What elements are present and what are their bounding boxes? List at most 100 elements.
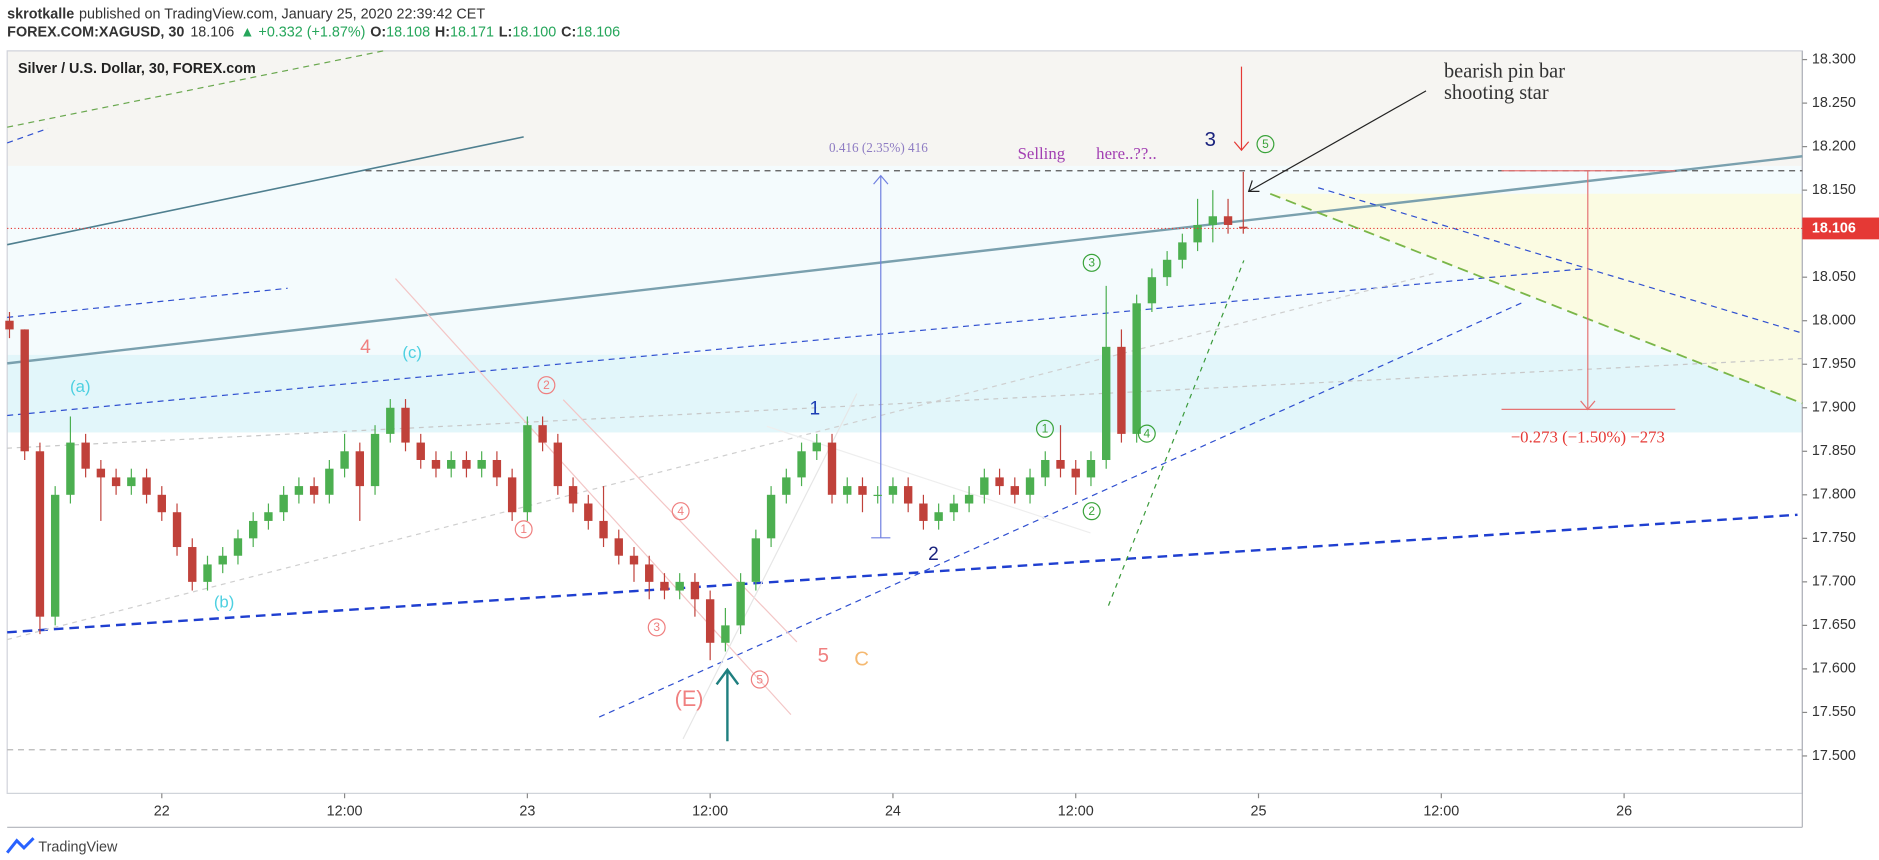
y-tick-label: 17.650 bbox=[1812, 617, 1856, 633]
candle-body bbox=[447, 459, 456, 469]
annotation: here..??.. bbox=[1096, 144, 1157, 163]
candle-body bbox=[1223, 216, 1233, 225]
wave-circle bbox=[647, 618, 666, 637]
last: 18.106 bbox=[190, 24, 234, 40]
annotation: 4 bbox=[677, 504, 684, 518]
annotation: (c) bbox=[402, 343, 422, 362]
candle-body bbox=[507, 477, 517, 513]
ohlc-value: 18.106 bbox=[576, 24, 620, 40]
header-line: skrotkalle published on TradingView.com, … bbox=[7, 6, 485, 22]
symbol: FOREX.COM:XAGUSD, 30 bbox=[7, 24, 184, 40]
arrow-head bbox=[715, 667, 740, 686]
candle-body bbox=[325, 468, 334, 495]
annotation: shooting star bbox=[1444, 82, 1549, 104]
wave-circle bbox=[1082, 502, 1101, 521]
y-tick-label: 17.600 bbox=[1812, 661, 1856, 677]
ohlc-label: L: bbox=[499, 24, 513, 40]
annotation: (E) bbox=[675, 686, 704, 711]
drawings bbox=[6, 50, 1803, 751]
candle-body bbox=[1162, 259, 1172, 278]
candle-body bbox=[949, 503, 959, 513]
candle-body bbox=[843, 486, 852, 495]
wave-circle bbox=[1035, 419, 1054, 438]
x-tick-label: 23 bbox=[519, 803, 535, 819]
candle-body bbox=[568, 486, 578, 504]
candle-body bbox=[127, 477, 136, 487]
ohlc-label: O: bbox=[370, 24, 386, 40]
candle-body bbox=[1056, 459, 1065, 469]
x-tick-label: 12:00 bbox=[1058, 803, 1094, 819]
annotation: 1 bbox=[1042, 422, 1049, 436]
candle-body bbox=[249, 520, 258, 539]
chart-title: Silver / U.S. Dollar, 30, FOREX.com bbox=[18, 61, 256, 77]
candle-body bbox=[340, 451, 349, 469]
annotation: 5 bbox=[756, 672, 763, 686]
annotation: 2 bbox=[543, 378, 550, 392]
candle-body bbox=[964, 494, 974, 504]
annotation: 5 bbox=[1262, 137, 1269, 151]
candle-body bbox=[903, 486, 913, 504]
candle-body bbox=[1193, 224, 1202, 243]
candle-body bbox=[980, 477, 989, 495]
arrow bbox=[1248, 90, 1427, 192]
trendline bbox=[1107, 260, 1245, 606]
trendline bbox=[562, 399, 798, 643]
annotation: 3 bbox=[1088, 256, 1095, 270]
candle-body bbox=[827, 442, 837, 495]
candle-body bbox=[614, 538, 623, 556]
y-tick-label: 18.050 bbox=[1812, 269, 1856, 285]
wave-circle bbox=[1082, 253, 1101, 272]
annotation: 1 bbox=[520, 522, 527, 536]
arrow-head bbox=[873, 174, 889, 185]
candle-body bbox=[401, 407, 410, 443]
y-tick-label: 18.000 bbox=[1812, 312, 1856, 328]
candle-body bbox=[705, 599, 715, 643]
candle-body bbox=[5, 320, 14, 330]
candle-body bbox=[858, 486, 867, 495]
y-tick-label: 18.250 bbox=[1812, 95, 1856, 111]
candle-body bbox=[599, 520, 608, 539]
candle-body bbox=[690, 581, 700, 600]
zone bbox=[7, 354, 1803, 433]
last-price-label: 18.106 bbox=[1812, 220, 1856, 236]
trendline bbox=[7, 287, 288, 318]
symbol-line: FOREX.COM:XAGUSD, 30 18.106 ▲ +0.332 (+1.8… bbox=[7, 24, 620, 40]
wave-circle bbox=[537, 376, 556, 395]
annotation: −0.273 (−1.50%) −273 bbox=[1511, 427, 1665, 446]
candle-body bbox=[873, 494, 882, 497]
candle-body bbox=[66, 442, 75, 495]
ohlc-label: H: bbox=[435, 24, 450, 40]
trendline bbox=[7, 271, 1439, 641]
y-tick-label: 17.700 bbox=[1812, 574, 1856, 590]
candle-body bbox=[355, 451, 365, 487]
candle-body bbox=[721, 625, 730, 643]
trendline bbox=[7, 513, 1798, 634]
arrow-head bbox=[1233, 141, 1250, 152]
y-tick-label: 17.950 bbox=[1812, 356, 1856, 372]
candle-body bbox=[797, 451, 806, 478]
candle-body bbox=[553, 442, 563, 487]
candle-body bbox=[50, 494, 60, 617]
candle-body bbox=[20, 329, 29, 452]
candle-body bbox=[523, 425, 532, 513]
candle-body bbox=[766, 494, 776, 539]
candle-body bbox=[294, 486, 304, 495]
candle-body bbox=[370, 433, 380, 487]
y-tick-label: 17.800 bbox=[1812, 487, 1856, 503]
trendline bbox=[598, 302, 1523, 718]
annotation: 4 bbox=[360, 337, 371, 358]
annotation: 0.416 (2.35%) 416 bbox=[829, 140, 928, 155]
candle-body bbox=[1132, 303, 1141, 434]
candle-body bbox=[233, 538, 243, 556]
y-tick-label: 18.150 bbox=[1812, 182, 1856, 198]
author: skrotkalle bbox=[7, 6, 74, 22]
candle-body bbox=[279, 494, 288, 513]
candle-body bbox=[264, 512, 273, 521]
candle-body bbox=[96, 468, 106, 478]
candle-body bbox=[751, 538, 761, 582]
wave-circle bbox=[1137, 424, 1156, 443]
candle-body bbox=[584, 503, 593, 521]
y-tick-label: 17.750 bbox=[1812, 530, 1856, 546]
annotation: Selling bbox=[1018, 144, 1066, 163]
annotation: (b) bbox=[214, 593, 234, 612]
